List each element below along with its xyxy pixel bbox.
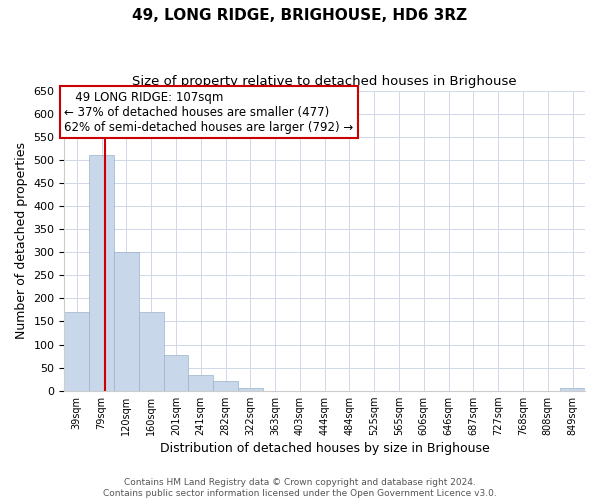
Title: Size of property relative to detached houses in Brighouse: Size of property relative to detached ho…	[133, 75, 517, 88]
Bar	[238, 388, 263, 390]
Bar	[89, 155, 114, 390]
Bar	[64, 312, 89, 390]
Text: 49, LONG RIDGE, BRIGHOUSE, HD6 3RZ: 49, LONG RIDGE, BRIGHOUSE, HD6 3RZ	[133, 8, 467, 22]
Y-axis label: Number of detached properties: Number of detached properties	[15, 142, 28, 339]
Bar	[164, 354, 188, 390]
Bar	[188, 376, 213, 390]
Bar	[213, 382, 238, 390]
Bar	[139, 312, 164, 390]
Bar	[114, 252, 139, 390]
Text: Contains HM Land Registry data © Crown copyright and database right 2024.
Contai: Contains HM Land Registry data © Crown c…	[103, 478, 497, 498]
Bar	[560, 388, 585, 390]
X-axis label: Distribution of detached houses by size in Brighouse: Distribution of detached houses by size …	[160, 442, 490, 455]
Text: 49 LONG RIDGE: 107sqm
← 37% of detached houses are smaller (477)
62% of semi-det: 49 LONG RIDGE: 107sqm ← 37% of detached …	[64, 90, 353, 134]
